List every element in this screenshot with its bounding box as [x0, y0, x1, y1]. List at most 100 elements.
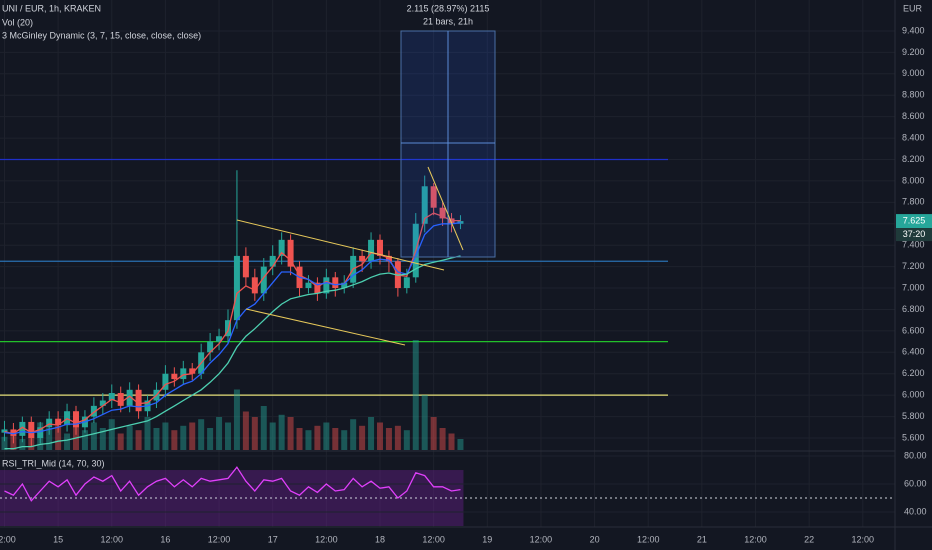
y-tick-label: 60.00 — [904, 478, 927, 488]
candle-body — [260, 266, 267, 294]
last-price-box — [896, 214, 932, 229]
y-tick-label: 9.200 — [902, 47, 925, 57]
y-tick-label: 6.400 — [902, 347, 925, 357]
volume-bar — [171, 430, 178, 450]
indicator-line — [4, 255, 461, 450]
currency: EUR — [903, 3, 923, 13]
candle-body — [359, 255, 366, 262]
volume-bar — [350, 419, 357, 450]
volume-bar — [305, 430, 312, 450]
trend-line — [236, 219, 445, 271]
x-tick-label: 12:00 — [315, 534, 338, 544]
indicator-line — [4, 212, 461, 435]
volume-bar — [376, 422, 383, 450]
y-tick-label: 8.800 — [902, 90, 925, 100]
candle-body — [189, 368, 196, 374]
candle-body — [72, 411, 79, 428]
x-tick-label: 21 — [697, 534, 707, 544]
y-tick-label: 7.400 — [902, 240, 925, 250]
candle-body — [108, 393, 115, 401]
volume-bar — [368, 417, 375, 450]
volume-bar — [296, 428, 303, 450]
volume-bar — [153, 428, 160, 450]
x-tick-label: 12:00 — [744, 534, 767, 544]
candle-body — [233, 255, 240, 321]
volume-bar — [126, 425, 133, 450]
x-tick-label: 15 — [53, 534, 63, 544]
volume-bar — [90, 422, 97, 450]
candle-body — [55, 418, 62, 426]
candle-body — [368, 239, 375, 262]
candle-body — [287, 239, 294, 267]
y-tick-label: 9.000 — [902, 68, 925, 78]
volume-bar — [189, 422, 196, 450]
y-tick-label: 8.600 — [902, 111, 925, 121]
volume-bar — [233, 389, 240, 450]
y-tick-label: 5.600 — [902, 432, 925, 442]
volume-bar — [251, 417, 258, 450]
y-tick-label: 7.200 — [902, 261, 925, 271]
candle-body — [314, 282, 321, 294]
candle-body — [90, 405, 97, 417]
candle-body — [171, 373, 178, 380]
drawings — [236, 30, 496, 346]
candle-body — [439, 207, 446, 219]
candle-body — [180, 368, 187, 380]
y-tick-label: 80.00 — [904, 450, 927, 460]
measure-bars: 21 bars, 21h — [423, 16, 473, 26]
candle-body — [421, 186, 428, 224]
x-tick-label: 12:00 — [0, 534, 16, 544]
volume-bar — [64, 433, 71, 450]
volume-bar — [108, 419, 115, 450]
countdown: 37:20 — [903, 229, 926, 239]
volume-bar — [394, 425, 401, 450]
candle-body — [28, 421, 35, 439]
volume-bar — [430, 417, 437, 450]
volume-bar — [207, 428, 214, 450]
candle-body — [242, 255, 249, 278]
candle-body — [376, 239, 383, 256]
volume-bar — [144, 417, 151, 450]
candle-body — [251, 277, 258, 294]
volume-bar — [323, 422, 330, 450]
volume-bar — [278, 414, 285, 450]
y-tick-label: 8.000 — [902, 175, 925, 185]
rsi-line — [4, 466, 461, 502]
candle-body — [10, 429, 17, 436]
candle-body — [305, 282, 312, 289]
measure-change: 2.115 (28.97%) 2115 — [407, 3, 490, 13]
trend-line — [427, 166, 464, 251]
x-tick-label: 18 — [375, 534, 385, 544]
volume-bar — [99, 428, 106, 450]
candle-body — [46, 418, 53, 428]
candle-body — [323, 277, 330, 294]
candle-body — [19, 421, 26, 436]
volume-bar — [135, 430, 142, 450]
volume-bar — [448, 433, 455, 450]
volume-bar — [403, 430, 410, 450]
candle-body — [207, 341, 214, 353]
volume-bar — [46, 428, 53, 450]
trend-line — [245, 308, 406, 346]
volume-bar — [55, 425, 62, 450]
y-tick-label: 6.200 — [902, 368, 925, 378]
x-tick-label: 17 — [268, 534, 278, 544]
volume-bar — [421, 395, 428, 450]
x-tick-label: 16 — [160, 534, 170, 544]
volume-bar — [19, 439, 26, 450]
last-price-label: 7.625 — [903, 215, 926, 225]
candle-body — [1, 429, 8, 433]
candle-body — [162, 373, 169, 390]
volume-bar — [332, 428, 339, 450]
x-tick-label: 12:00 — [100, 534, 123, 544]
y-tick-label: 9.400 — [902, 25, 925, 35]
x-tick-label: 12:00 — [637, 534, 660, 544]
volume-bar — [81, 430, 88, 450]
y-tick-label: 7.000 — [902, 282, 925, 292]
candle-body — [99, 400, 106, 406]
volume-bar — [385, 428, 392, 450]
y-tick-label: 5.800 — [902, 411, 925, 421]
candle-body — [117, 393, 124, 406]
volume-bar — [180, 425, 187, 450]
